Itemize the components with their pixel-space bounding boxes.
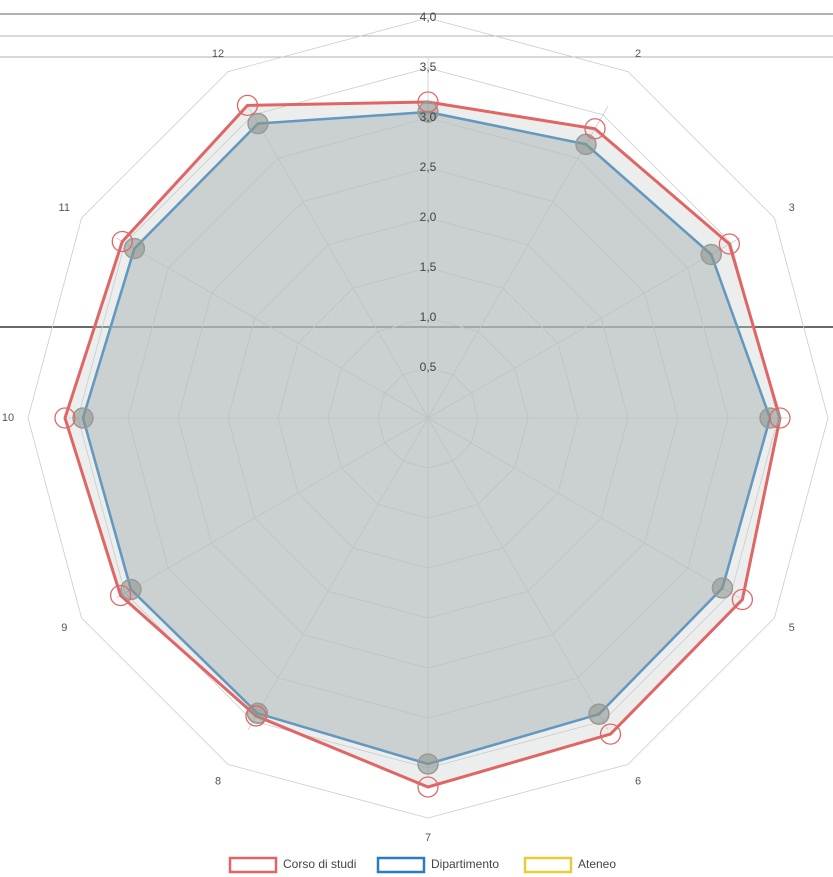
r-tick-label: 3,5 — [420, 60, 437, 74]
point-marker — [111, 230, 133, 253]
point-marker — [584, 118, 606, 140]
point-marker — [245, 705, 267, 727]
point-marker — [417, 753, 439, 775]
category-label: 10 — [2, 412, 14, 424]
point-marker — [120, 578, 142, 601]
point-marker — [599, 723, 622, 745]
point-marker — [247, 112, 269, 135]
category-label: 11 — [59, 202, 70, 214]
series-area — [81, 110, 772, 766]
point-marker — [731, 588, 754, 611]
legend-label: Ateneo — [578, 857, 616, 871]
point-marker — [711, 577, 734, 599]
spoke — [116, 237, 429, 419]
series-area — [63, 100, 782, 789]
category-label: 8 — [215, 776, 221, 788]
point-marker — [575, 133, 597, 155]
legend-label: Dipartimento — [431, 857, 499, 871]
r-tick-label: 2,0 — [420, 210, 437, 224]
grid-ring — [27, 17, 829, 819]
category-label: 3 — [789, 202, 795, 214]
category-label: 12 — [212, 48, 224, 60]
r-tick-label: 1,5 — [420, 260, 437, 274]
point-marker — [123, 237, 146, 260]
point-marker — [236, 94, 259, 117]
spoke — [116, 417, 429, 599]
point-marker — [769, 407, 791, 429]
point-marker — [417, 776, 439, 798]
spoke — [427, 417, 740, 599]
spoke — [427, 237, 740, 419]
spoke — [247, 106, 429, 419]
point-marker — [417, 91, 439, 113]
point-marker — [54, 407, 76, 429]
r-tick-label: 0,5 — [420, 360, 437, 374]
point-marker — [718, 233, 741, 255]
spoke — [247, 417, 429, 730]
legend-swatch — [376, 856, 426, 874]
spoke — [427, 417, 609, 730]
point-marker — [109, 584, 132, 607]
category-label: 6 — [635, 776, 641, 788]
category-label: 7 — [425, 832, 431, 844]
point-marker — [588, 703, 610, 725]
legend-swatch — [228, 856, 278, 874]
r-tick-label: 1,0 — [420, 310, 437, 324]
category-label: 5 — [789, 622, 795, 634]
legend-label: Corso di studi — [283, 857, 356, 871]
r-tick-label: 2,5 — [420, 160, 437, 174]
legend-swatch — [523, 856, 573, 874]
spoke — [427, 106, 609, 419]
category-label: 2 — [635, 48, 641, 60]
r-tick-label: 3,0 — [420, 110, 437, 124]
r-tick-label: 4,0 — [420, 10, 437, 24]
point-marker — [72, 407, 94, 429]
scan-lines — [0, 13, 833, 328]
point-marker — [700, 243, 722, 266]
category-label: 9 — [61, 622, 67, 634]
